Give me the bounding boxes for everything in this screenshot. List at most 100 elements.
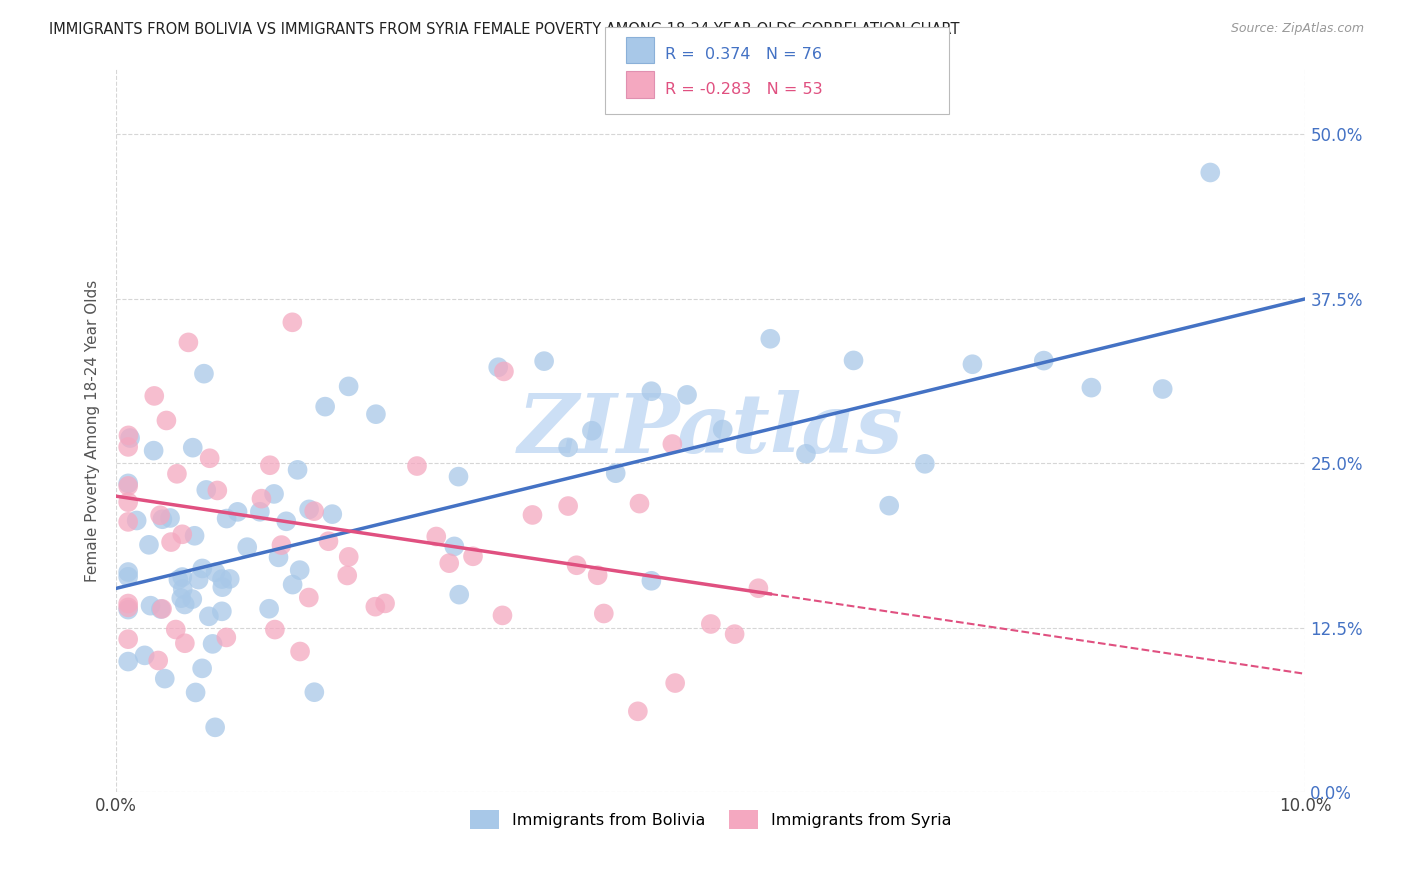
Point (150, 602, 173, 616)
Point (211, 580, 233, 594)
Point (201, 637, 224, 651)
Point (191, 561, 214, 575)
Point (172, 570, 194, 584)
Point (117, 440, 139, 454)
Point (337, 549, 360, 564)
Point (117, 565, 139, 579)
Point (218, 572, 240, 586)
Point (533, 354, 555, 368)
Point (267, 550, 290, 565)
Point (155, 413, 177, 427)
Point (962, 357, 984, 371)
Point (172, 582, 194, 596)
Point (117, 495, 139, 509)
Point (565, 558, 588, 573)
Point (117, 655, 139, 669)
Point (628, 497, 651, 511)
Point (664, 676, 686, 690)
Point (249, 505, 271, 519)
Point (153, 672, 176, 686)
Point (117, 600, 139, 615)
Point (264, 623, 287, 637)
Point (287, 463, 309, 477)
Point (184, 685, 207, 699)
Text: Source: ZipAtlas.com: Source: ZipAtlas.com (1230, 22, 1364, 36)
Point (211, 572, 233, 586)
Point (191, 661, 214, 675)
Point (173, 598, 195, 612)
Point (447, 469, 470, 483)
Point (298, 591, 321, 605)
Point (627, 704, 650, 718)
Point (120, 431, 142, 445)
Point (364, 599, 387, 614)
Point (747, 581, 769, 595)
Point (117, 476, 139, 491)
Text: IMMIGRANTS FROM BOLIVIA VS IMMIGRANTS FROM SYRIA FEMALE POVERTY AMONG 18-24 YEAR: IMMIGRANTS FROM BOLIVIA VS IMMIGRANTS FR… (49, 22, 960, 37)
Point (236, 540, 259, 554)
Point (117, 602, 139, 616)
Point (605, 467, 627, 481)
Point (676, 388, 699, 402)
Point (139, 599, 162, 613)
Y-axis label: Female Poverty Among 18-24 Year Olds: Female Poverty Among 18-24 Year Olds (86, 279, 100, 582)
Point (173, 636, 195, 650)
Point (302, 504, 325, 518)
Point (364, 407, 387, 421)
Text: R = -0.283   N = 53: R = -0.283 N = 53 (665, 82, 823, 97)
Point (134, 648, 156, 663)
Point (263, 487, 285, 501)
Point (1199, 165, 1222, 179)
Point (149, 508, 172, 523)
Point (204, 720, 226, 734)
Point (640, 574, 662, 588)
Point (281, 315, 304, 329)
Point (1152, 382, 1174, 396)
Point (914, 457, 936, 471)
Point (187, 573, 209, 587)
Point (406, 458, 429, 473)
Point (842, 353, 865, 368)
Point (288, 644, 311, 658)
Point (557, 499, 579, 513)
Text: ZIPatlas: ZIPatlas (517, 391, 904, 470)
Point (117, 570, 139, 584)
Point (304, 685, 326, 699)
Point (298, 502, 321, 516)
Point (195, 483, 218, 497)
Point (1032, 353, 1054, 368)
Point (198, 451, 221, 466)
Point (700, 617, 723, 632)
Point (661, 437, 683, 451)
Point (461, 549, 484, 564)
Point (215, 631, 238, 645)
Point (148, 653, 170, 667)
Point (314, 400, 336, 414)
Point (586, 568, 609, 582)
Point (281, 577, 304, 591)
Point (522, 508, 544, 522)
Point (198, 609, 221, 624)
Point (142, 443, 165, 458)
Point (165, 623, 187, 637)
Point (288, 563, 311, 577)
Point (150, 512, 173, 526)
Point (486, 360, 509, 375)
Point (117, 428, 139, 442)
Point (149, 602, 172, 616)
Point (711, 423, 734, 437)
Point (259, 458, 281, 473)
Point (425, 529, 447, 543)
Point (226, 505, 249, 519)
Point (160, 535, 183, 549)
Point (337, 379, 360, 393)
Point (167, 573, 190, 587)
Point (592, 607, 614, 621)
Point (211, 604, 233, 618)
Text: R =  0.374   N = 76: R = 0.374 N = 76 (665, 47, 823, 62)
Point (125, 514, 148, 528)
Point (492, 364, 515, 378)
Point (374, 596, 396, 610)
Point (276, 514, 298, 528)
Point (877, 499, 900, 513)
